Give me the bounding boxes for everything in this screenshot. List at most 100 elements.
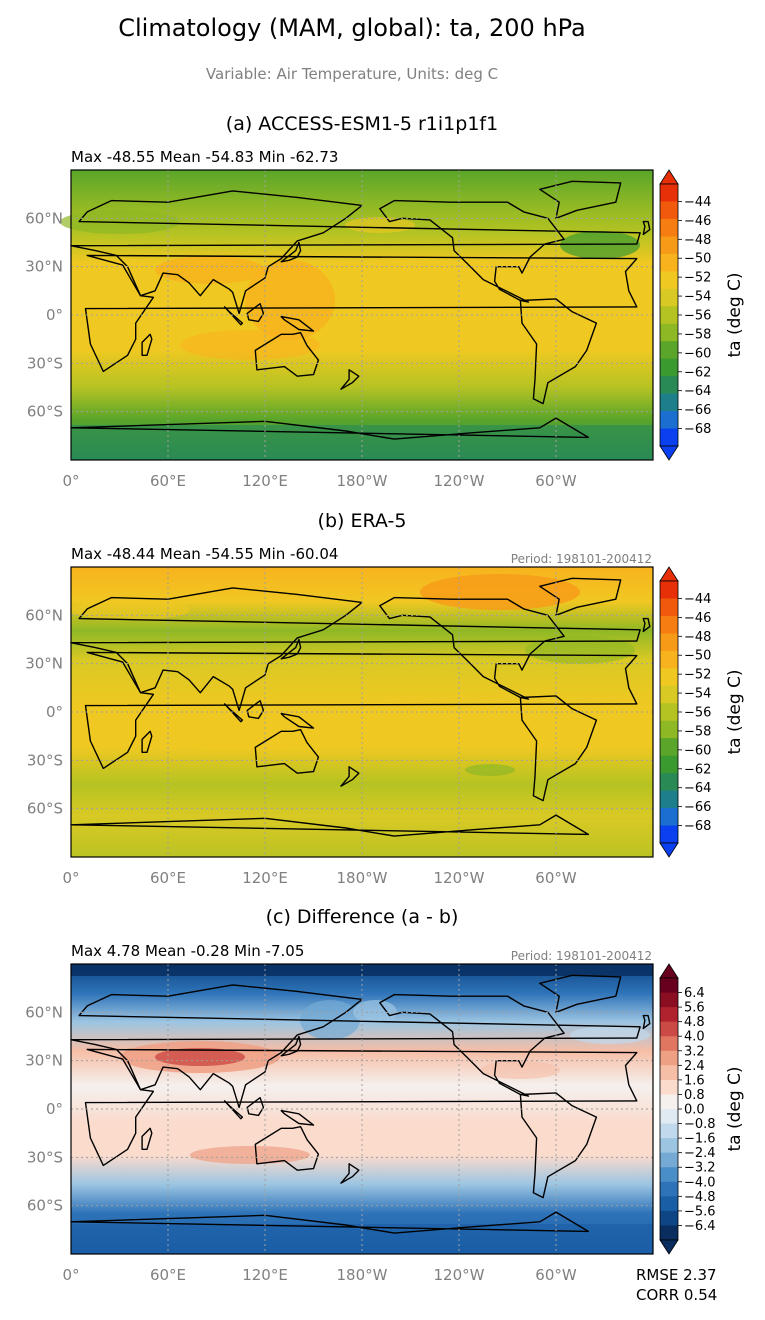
colorbar-extend-max — [659, 566, 679, 582]
lon-tick-label: 180°W — [337, 1266, 388, 1284]
coastline-4 — [519, 1092, 598, 1199]
colorbar-segment — [660, 1210, 678, 1226]
coastline-10 — [340, 369, 360, 390]
coastline-7 — [280, 241, 302, 263]
panel-b-stats: Max -48.44 Mean -54.55 Min -60.04 — [71, 545, 338, 563]
coastline-11 — [246, 1096, 265, 1117]
colorbar-segment — [660, 615, 678, 634]
lon-tick-label: 60°W — [535, 1266, 577, 1284]
coastline-3 — [379, 199, 565, 303]
coastline-9 — [141, 1127, 153, 1151]
panel-c-period: Period: 198101-200412 — [511, 949, 652, 963]
lon-tick-label: 60°W — [535, 472, 577, 490]
lat-tick-label: 0° — [46, 306, 63, 324]
panel-c-lat-labels: 60°N 30°N 0° 30°S 60°S — [25, 1003, 63, 1214]
colorbar-segment — [660, 755, 678, 774]
lat-tick-label: 60°N — [25, 209, 63, 227]
colorbar-segment — [660, 288, 678, 307]
colorbar-tick-label: 3.2 — [684, 1044, 705, 1059]
colorbar-tick-label: −56 — [684, 309, 711, 324]
colorbar-tick-label: −52 — [684, 668, 711, 683]
panel-c: (c) Difference (a - b) Max 4.78 Mean -0.… — [25, 906, 745, 1304]
colorbar-segment — [660, 218, 678, 237]
coastline-11 — [246, 700, 265, 720]
colorbar-segment — [660, 184, 678, 202]
colorbar-tick-label: 5.6 — [684, 1001, 705, 1016]
colorbar-segment — [660, 201, 678, 220]
lon-tick-label: 0° — [62, 1266, 79, 1284]
lon-tick-label: 120°W — [434, 472, 485, 490]
panel-a-title: (a) ACCESS-ESM1-5 r1i1p1f1 — [226, 113, 498, 135]
coastline-10 — [340, 766, 360, 787]
corr-label: CORR 0.54 — [636, 1286, 717, 1304]
colorbar-extend-min — [659, 842, 679, 858]
colorbar-tick-label: −60 — [684, 346, 711, 361]
colorbar-tick-label: −54 — [684, 290, 711, 305]
colorbar-segment — [660, 650, 678, 669]
colorbar-tick-label: 4.8 — [684, 1015, 705, 1030]
lon-tick-label: 120°E — [242, 869, 288, 887]
colorbar-tick-label: 2.4 — [684, 1059, 705, 1074]
coastline-8 — [642, 1014, 651, 1030]
lat-tick-label: 60°S — [27, 1197, 63, 1215]
lon-tick-label: 60°W — [535, 869, 577, 887]
colorbar-segment — [660, 992, 678, 1008]
colorbar-tick-label: 0.8 — [684, 1088, 705, 1103]
colorbar-segment — [660, 1123, 678, 1139]
colorbar-segment — [660, 271, 678, 290]
lat-tick-label: 30°S — [27, 751, 63, 769]
panel-a-stats: Max -48.55 Mean -54.83 Min -62.73 — [71, 148, 338, 166]
panel-c-stats: Max 4.78 Mean -0.28 Min -7.05 — [71, 942, 304, 960]
colorbar-tick-label: 6.4 — [684, 986, 705, 1001]
colorbar-segment — [660, 236, 678, 255]
lat-tick-label: 30°N — [25, 655, 63, 673]
panel-a-colorbar-label: ta (deg C) — [725, 272, 745, 357]
colorbar-segment — [660, 341, 678, 360]
colorbar-tick-label: −64 — [684, 781, 711, 796]
panel-a-gridlines — [71, 170, 653, 460]
colorbar-segment — [660, 1152, 678, 1168]
colorbar-segment — [660, 738, 678, 757]
colorbar-segment — [660, 376, 678, 395]
coastline-4 — [519, 695, 598, 802]
colorbar-tick-label: −46 — [684, 611, 711, 626]
lat-tick-label: 60°N — [25, 606, 63, 624]
colorbar-tick-label: −60 — [684, 743, 711, 758]
coastline-2 — [254, 1125, 320, 1171]
colorbar-segment — [660, 598, 678, 617]
colorbar-tick-label: −50 — [684, 252, 711, 267]
colorbar-tick-label: −46 — [684, 214, 711, 229]
panel-c-map: 0° 60°E 120°E 180°W 120°W 60°W 60°N 30°N 0° 30°S… — [25, 963, 654, 1284]
panel-a-lat-labels: 60°N 30°N 0° 30°S 60°S — [25, 209, 63, 420]
colorbar-segment — [660, 825, 678, 844]
lat-tick-label: 0° — [46, 703, 63, 721]
colorbar-segment — [660, 411, 678, 430]
colorbar-extend-min — [659, 1239, 679, 1255]
coastline-6 — [70, 1211, 589, 1234]
colorbar-tick-label: −66 — [684, 403, 711, 418]
colorbar-tick-label: −52 — [684, 271, 711, 286]
panel-c-lon-labels: 0° 60°E 120°E 180°W 120°W 60°W — [62, 1266, 576, 1284]
colorbar-segment — [660, 1021, 678, 1037]
lat-tick-label: 60°S — [27, 403, 63, 421]
coastline-6 — [70, 814, 589, 837]
coastline-9 — [141, 333, 153, 356]
lat-tick-label: 0° — [46, 1100, 63, 1118]
colorbar-segment — [660, 633, 678, 652]
colorbar-tick-label: −1.6 — [684, 1132, 716, 1147]
coastline-0 — [84, 1048, 638, 1167]
colorbar-tick-label: −2.4 — [684, 1146, 716, 1161]
coastline-7 — [280, 1035, 302, 1057]
panel-a-colorbar: −44 −46 −48 −50 −52 −54 −56 −58 −60 −62 −64 −66 −68 — [659, 169, 711, 461]
panel-b-period: Period: 198101-200412 — [511, 552, 652, 566]
lat-tick-label: 30°N — [25, 258, 63, 276]
colorbar-segment — [660, 685, 678, 704]
lon-tick-label: 0° — [62, 472, 79, 490]
coastline-3 — [379, 993, 565, 1097]
colorbar-extend-max — [659, 169, 679, 185]
coastline-12 — [223, 703, 244, 723]
colorbar-segment — [660, 1225, 678, 1241]
panel-b-lon-labels: 0° 60°E 120°E 180°W 120°W 60°W — [62, 869, 576, 887]
panel-b-title: (b) ERA-5 — [318, 510, 407, 532]
colorbar-tick-label: 0.0 — [684, 1103, 705, 1118]
